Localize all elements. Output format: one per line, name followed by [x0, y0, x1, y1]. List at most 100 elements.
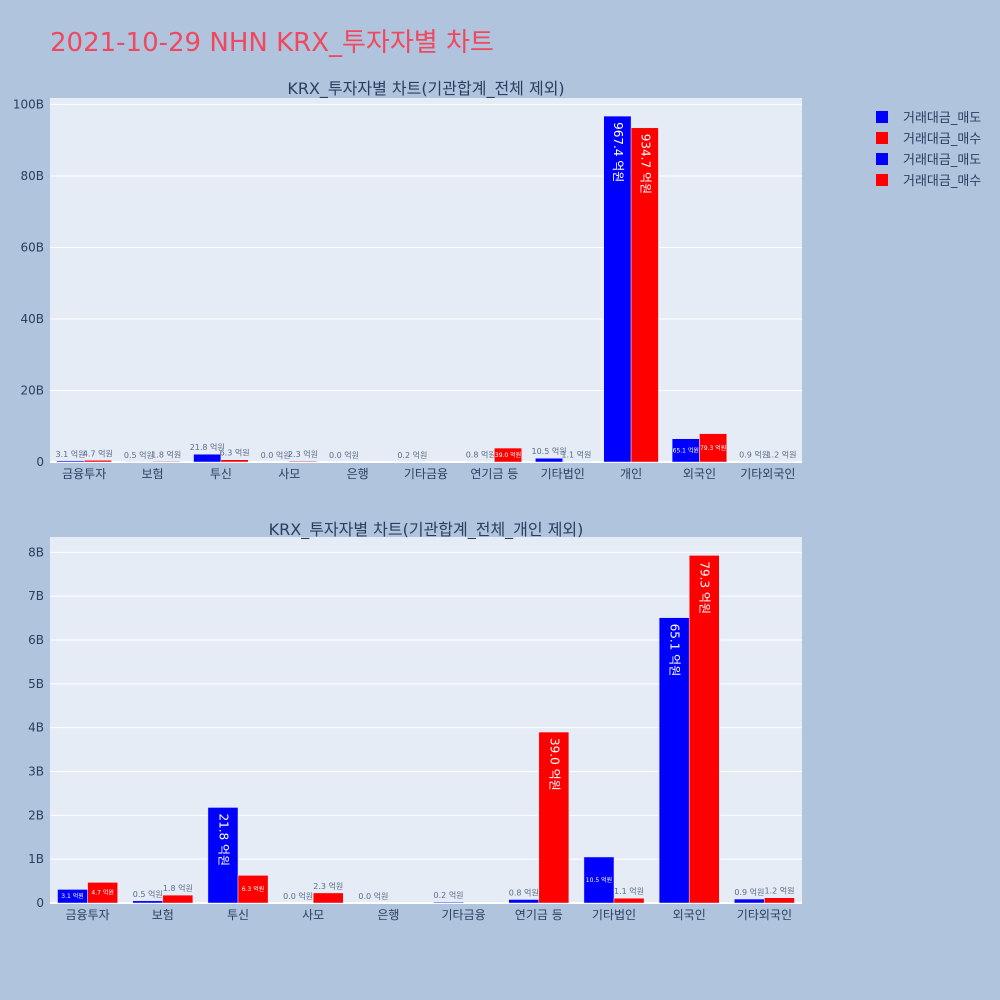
- x-tick-label: 금융투자: [66, 908, 110, 922]
- bar-buy[interactable]: [237, 875, 269, 904]
- y-tick-label: 2B: [28, 808, 44, 822]
- bar-data-label: 0.5 억원: [133, 889, 163, 899]
- bar-data-label: 21.8 억원: [216, 813, 230, 866]
- bar-buy[interactable]: [764, 897, 795, 904]
- x-tick-label: 은행: [377, 907, 399, 922]
- y-tick-label: 40B: [20, 312, 44, 326]
- bar-data-label: 1.1 억원: [561, 450, 591, 460]
- legend-swatch-sell: [876, 152, 888, 165]
- x-tick-label: 보험: [141, 467, 163, 481]
- bar-data-label: 0.9 억원: [734, 887, 764, 897]
- y-tick-label: 20B: [20, 383, 44, 397]
- bar-buy[interactable]: [220, 459, 249, 463]
- x-tick-label: 사모: [278, 467, 300, 481]
- legend-item-buy-2[interactable]: 거래대금_매수: [876, 169, 981, 190]
- legend-swatch-buy: [876, 131, 888, 144]
- x-tick-label: 기타외국인: [740, 467, 795, 481]
- bar-buy[interactable]: [613, 897, 645, 904]
- chart-panel-2: 0 1B 2B 3B 4B 5B 6B 7B 8B KRX_투자자별 차트(기관합계_전체_개인 …: [28, 520, 802, 922]
- y-tick-label: 0: [36, 896, 44, 910]
- x-tick-label: 기타금융: [404, 467, 448, 481]
- y-tick-label: 80B: [20, 169, 44, 183]
- bar-sell[interactable]: [56, 460, 85, 463]
- bar-sell[interactable]: [207, 807, 239, 904]
- x-tick-label: 기타외국인: [737, 908, 792, 922]
- bar-sell[interactable]: [535, 457, 563, 463]
- bar-buy[interactable]: [162, 894, 194, 904]
- y-tick-label: 60B: [20, 240, 44, 254]
- x-tick-label: 금융투자: [62, 467, 106, 481]
- bar-buy[interactable]: [312, 892, 344, 904]
- bar-sell[interactable]: [132, 900, 164, 904]
- bar-data-label: 21.8 억원: [190, 442, 225, 452]
- y-tick-label: 100B: [13, 97, 44, 111]
- bar-buy[interactable]: [152, 461, 181, 463]
- bar-buy[interactable]: [494, 447, 522, 463]
- bar-data-label: 4.7 억원: [83, 448, 113, 458]
- bar-sell[interactable]: [193, 453, 222, 463]
- bar-sell[interactable]: [583, 856, 615, 904]
- bar-data-label: 0.0 억원: [329, 450, 359, 460]
- bar-data-label: 65.1 억원: [673, 446, 699, 454]
- bar-data-label: 2.3 억원: [288, 449, 318, 459]
- x-tick-label: 연기금 등: [515, 908, 563, 922]
- legend-label: 거래대금_매도: [903, 153, 982, 168]
- bar-data-label: 0.0 억원: [358, 891, 388, 901]
- bar-data-label: 6.3 억원: [242, 885, 265, 893]
- bar-data-label: 967.4 억원: [611, 122, 625, 182]
- x-tick-label: 투신: [210, 467, 232, 481]
- legend-item-sell[interactable]: 거래대금_매도: [876, 106, 981, 127]
- bar-sell[interactable]: [603, 115, 632, 463]
- y-tick-label: 8B: [28, 545, 44, 559]
- x-tick-label: 투신: [227, 908, 249, 922]
- bar-data-label: 79.3 억원: [700, 444, 726, 452]
- bar-sell[interactable]: [734, 898, 765, 904]
- legend-label: 거래대금_매수: [903, 174, 982, 189]
- legend-swatch-buy: [876, 173, 888, 186]
- bar-data-label: 2.3 억원: [313, 881, 343, 891]
- bar-sell[interactable]: [508, 899, 540, 904]
- bar-sell[interactable]: [433, 901, 464, 904]
- bar-buy[interactable]: [87, 882, 118, 904]
- legend-item-buy[interactable]: 거래대금_매수: [876, 127, 981, 148]
- bar-buy[interactable]: [289, 460, 317, 463]
- bar-data-label: 0.2 억원: [434, 890, 464, 900]
- legend-label: 거래대금_매수: [903, 132, 982, 147]
- bar-data-label: 934.7 억원: [638, 134, 652, 194]
- page-title: 2021-10-29 NHN KRX_투자자별 차트: [50, 28, 494, 58]
- bar-data-label: 4.7 억원: [91, 889, 114, 897]
- bar-data-label: 0.9 억원: [739, 450, 769, 460]
- bar-data-label: 1.8 억원: [151, 449, 181, 459]
- y-tick-label: 6B: [28, 633, 44, 647]
- y-tick-label: 1B: [28, 852, 44, 866]
- bar-sell[interactable]: [658, 617, 690, 904]
- bar-data-label: 39.0 억원: [495, 451, 521, 459]
- legend-label: 거래대금_매도: [903, 111, 982, 126]
- x-tick-label: 외국인: [673, 908, 706, 922]
- bar-data-label: 1.1 억원: [614, 886, 644, 896]
- bar-data-label: 3.1 억원: [56, 449, 86, 459]
- bar-data-label: 0.2 억원: [397, 450, 427, 460]
- bar-buy[interactable]: [699, 433, 728, 463]
- x-tick-label: 사모: [302, 908, 324, 922]
- plot-area: [50, 98, 802, 462]
- x-tick-label: 연기금 등: [470, 467, 518, 481]
- chart-title: KRX_투자자별 차트(기관합계_전체_개인 제외): [269, 520, 584, 540]
- bar-data-label: 79.3 억원: [698, 561, 712, 614]
- bar-data-label: 1.2 억원: [766, 450, 796, 460]
- bar-data-label: 3.1 억원: [61, 892, 84, 900]
- bar-buy[interactable]: [630, 127, 659, 463]
- x-tick-label: 외국인: [683, 467, 716, 481]
- bar-data-label: 1.2 억원: [764, 886, 794, 896]
- x-tick-label: 기타금융: [442, 908, 486, 922]
- bar-buy[interactable]: [688, 555, 720, 904]
- x-tick-label: 기타법인: [592, 908, 636, 922]
- bar-buy[interactable]: [83, 460, 112, 463]
- chart-title: KRX_투자자별 차트(기관합계_전체 제외): [287, 79, 564, 99]
- bar-data-label: 65.1 억원: [668, 624, 682, 677]
- legend-item-sell-2[interactable]: 거래대금_매도: [876, 148, 981, 169]
- bar-data-label: 1.8 억원: [163, 883, 193, 893]
- bar-buy[interactable]: [538, 731, 570, 904]
- y-tick-label: 3B: [28, 765, 44, 779]
- bar-data-label: 0.8 억원: [509, 887, 539, 897]
